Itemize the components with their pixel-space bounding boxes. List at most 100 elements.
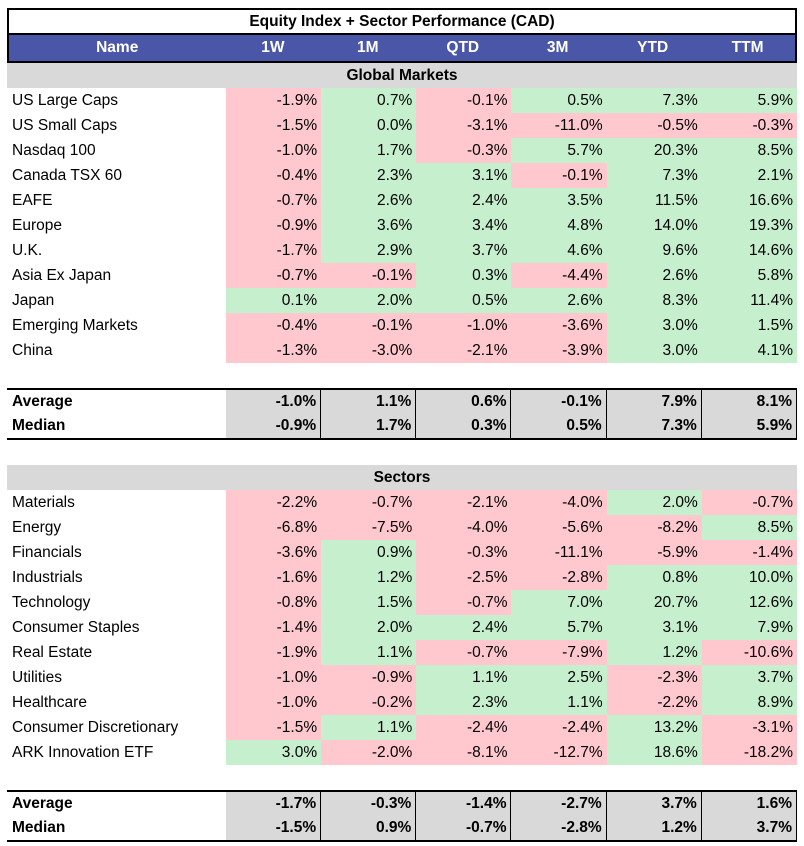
value-cell: -3.6% <box>511 313 607 338</box>
value-cell: 2.6% <box>511 288 607 313</box>
value-cell: 2.4% <box>416 615 512 640</box>
row-name: US Large Caps <box>12 92 118 109</box>
table-row: Energy -6.8% -7.5% -4.0% -5.6% -8.2% 8.5% <box>7 515 797 540</box>
row-name: EAFE <box>12 192 53 209</box>
column-header-qtd: QTD <box>446 39 480 56</box>
value-cell: 1.5% <box>701 313 797 338</box>
value-cell: -0.1% <box>511 163 607 188</box>
value-cell: 7.3% <box>606 414 702 438</box>
value-cell: 2.6% <box>606 263 702 288</box>
table-row: EAFE -0.7% 2.6% 2.4% 3.5% 11.5% 16.6% <box>7 188 797 213</box>
value-cell: -0.7% <box>701 490 797 515</box>
value-cell: -1.4% <box>225 615 322 640</box>
value-cell: -0.7% <box>416 816 512 840</box>
value-cell: 5.8% <box>701 263 797 288</box>
value-cell: 2.9% <box>321 238 417 263</box>
value-cell: -3.6% <box>225 540 322 565</box>
section-header-global: Global Markets <box>7 63 797 88</box>
value-cell: -0.1% <box>321 263 417 288</box>
value-cell: -11.0% <box>511 113 607 138</box>
value-cell: 2.1% <box>701 163 797 188</box>
value-cell: 0.6% <box>416 390 512 414</box>
value-cell: 0.5% <box>511 414 607 438</box>
table-row: Canada TSX 60 -0.4% 2.3% 3.1% -0.1% 7.3% 2.1% <box>7 163 797 188</box>
value-cell: -0.2% <box>321 690 417 715</box>
value-cell: -12.7% <box>511 740 607 765</box>
value-cell: 7.0% <box>511 590 607 615</box>
value-cell: -2.1% <box>416 490 512 515</box>
value-cell: 3.0% <box>225 740 322 765</box>
row-name: China <box>12 342 53 359</box>
value-cell: 12.6% <box>701 590 797 615</box>
value-cell: 14.0% <box>606 213 702 238</box>
value-cell: -0.7% <box>225 263 322 288</box>
value-cell: 0.3% <box>416 263 512 288</box>
value-cell: 2.6% <box>321 188 417 213</box>
value-cell: 2.3% <box>416 690 512 715</box>
value-cell: -1.5% <box>225 715 322 740</box>
column-header-3m: 3M <box>546 39 569 56</box>
value-cell: -2.4% <box>511 715 607 740</box>
sector-summary-box: Average -1.7% -0.3% -1.4% -2.7% 3.7% 1.6% Media… <box>7 790 797 842</box>
value-cell: 11.5% <box>606 188 702 213</box>
value-cell: 0.3% <box>416 414 512 438</box>
value-cell: 4.1% <box>701 338 797 363</box>
table-row: Industrials -1.6% 1.2% -2.5% -2.8% 0.8% 10.0% <box>7 565 797 590</box>
value-cell: -10.6% <box>701 640 797 665</box>
value-cell: -5.9% <box>606 540 702 565</box>
value-cell: 5.7% <box>511 138 607 163</box>
value-cell: -11.1% <box>511 540 607 565</box>
value-cell: -2.8% <box>511 816 607 840</box>
value-cell: -3.9% <box>511 338 607 363</box>
spacer <box>7 440 797 465</box>
value-cell: -0.1% <box>321 313 417 338</box>
row-name: Consumer Staples <box>12 619 140 636</box>
value-cell: 3.7% <box>606 792 702 816</box>
row-name: Energy <box>12 519 62 536</box>
value-cell: 3.5% <box>511 188 607 213</box>
row-name: Financials <box>12 544 82 561</box>
value-cell: 8.1% <box>701 390 797 414</box>
value-cell: -2.4% <box>416 715 512 740</box>
value-cell: -0.7% <box>321 490 417 515</box>
value-cell: 1.5% <box>321 590 417 615</box>
row-name: Average <box>12 393 73 410</box>
value-cell: -3.1% <box>416 113 512 138</box>
value-cell: -0.4% <box>225 313 322 338</box>
value-cell: 13.2% <box>606 715 702 740</box>
value-cell: 5.9% <box>701 88 797 113</box>
value-cell: 0.9% <box>321 816 417 840</box>
value-cell: -6.8% <box>225 515 322 540</box>
value-cell: -7.5% <box>321 515 417 540</box>
spacer <box>7 765 797 790</box>
value-cell: -1.9% <box>225 88 322 113</box>
value-cell: -0.3% <box>416 138 512 163</box>
value-cell: -0.8% <box>225 590 322 615</box>
value-cell: -5.6% <box>511 515 607 540</box>
column-header-1w: 1W <box>261 39 285 56</box>
value-cell: -18.2% <box>701 740 797 765</box>
value-cell: -0.1% <box>416 88 512 113</box>
value-cell: 8.3% <box>606 288 702 313</box>
value-cell: -1.3% <box>225 338 322 363</box>
row-name: Healthcare <box>12 694 87 711</box>
table-row: Utilities -1.0% -0.9% 1.1% 2.5% -2.3% 3.7% <box>7 665 797 690</box>
table-row: Consumer Staples -1.4% 2.0% 2.4% 5.7% 3.1% 7.9… <box>7 615 797 640</box>
value-cell: 10.0% <box>701 565 797 590</box>
value-cell: 3.0% <box>606 338 702 363</box>
table-row: Technology -0.8% 1.5% -0.7% 7.0% 20.7% 12.6% <box>7 590 797 615</box>
value-cell: -3.0% <box>321 338 417 363</box>
table-row: Consumer Discretionary -1.5% 1.1% -2.4% -2.4… <box>7 715 797 740</box>
value-cell: 2.0% <box>321 288 417 313</box>
table-row: Nasdaq 100 -1.0% 1.7% -0.3% 5.7% 20.3% 8.5% <box>7 138 797 163</box>
value-cell: 0.1% <box>225 288 322 313</box>
row-name: Materials <box>12 494 75 511</box>
summary-row: Median -1.5% 0.9% -0.7% -2.8% 1.2% 3.7% <box>7 816 797 840</box>
summary-row: Average -1.7% -0.3% -1.4% -2.7% 3.7% 1.6% <box>7 792 797 816</box>
value-cell: 0.7% <box>321 88 417 113</box>
value-cell: -0.9% <box>225 414 322 438</box>
spacer <box>7 363 797 388</box>
table-row: Japan 0.1% 2.0% 0.5% 2.6% 8.3% 11.4% <box>7 288 797 313</box>
row-name: Median <box>12 417 66 434</box>
value-cell: -0.7% <box>225 188 322 213</box>
